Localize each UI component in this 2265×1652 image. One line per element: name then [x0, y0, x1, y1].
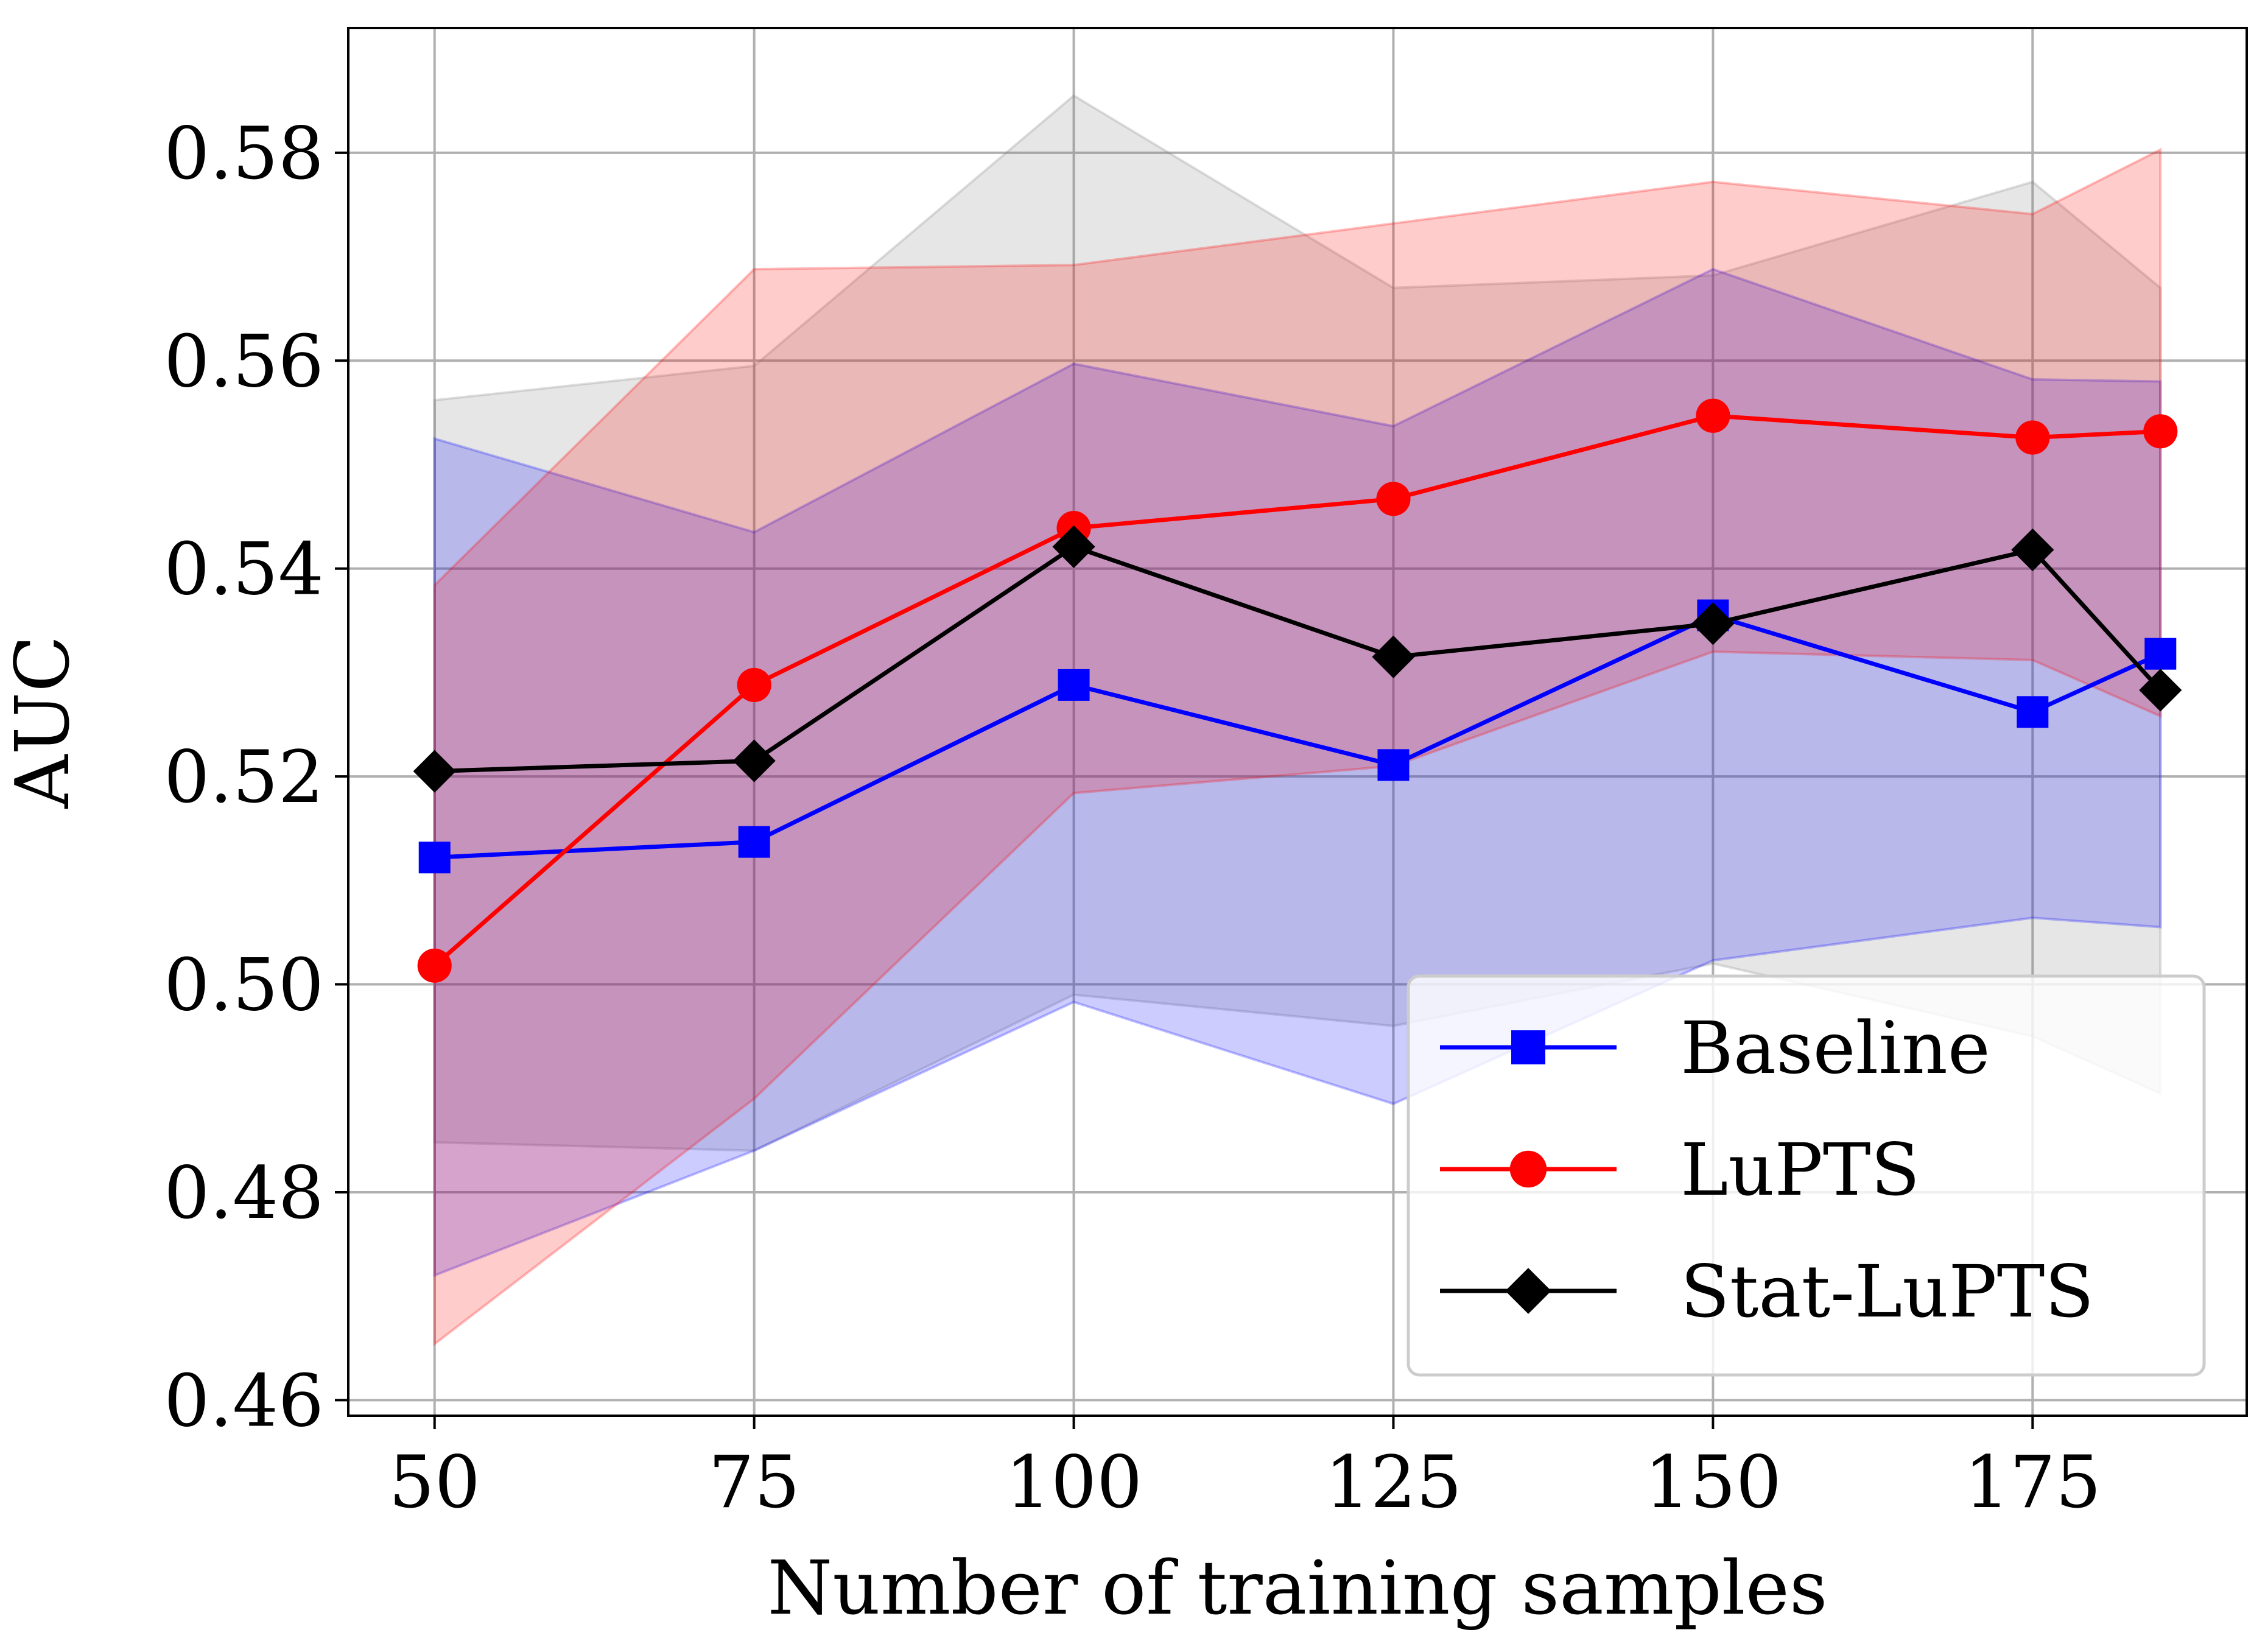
x-tick-label-3: 125: [1325, 1440, 1462, 1524]
legend-box: [1406, 974, 2206, 1377]
axis-ticks: 50 75 100 125 150 175 0.46 0.48 0.50 0.52 0.54 0.56…: [164, 111, 2101, 1524]
legend-label-lupts: LuPTS: [1680, 1128, 1920, 1212]
y-tick-label-4: 0.54: [164, 527, 324, 611]
y-tick-label-0: 0.46: [164, 1359, 324, 1443]
y-tick-label-2: 0.50: [164, 943, 324, 1027]
point-stat-lupts-50: [413, 750, 456, 793]
x-tick-label-0: 50: [389, 1440, 480, 1524]
point-baseline-125: [1377, 749, 1410, 781]
series-markers: [413, 398, 2182, 983]
legend-marker-lupts: [1509, 1150, 1547, 1188]
point-stat-lupts-75: [732, 739, 776, 782]
point-lupts-185: [2143, 414, 2178, 449]
point-baseline-175: [2017, 696, 2049, 728]
point-lupts-175: [2015, 420, 2050, 455]
x-tick-label-5: 175: [1964, 1440, 2101, 1524]
point-stat-lupts-175: [2011, 528, 2054, 572]
point-lupts-125: [1376, 482, 1411, 516]
point-stat-lupts-185: [2139, 669, 2182, 712]
legend-marker-stat-lupts: [1505, 1268, 1551, 1314]
y-tick-label-6: 0.58: [164, 111, 324, 195]
point-baseline-50: [418, 842, 451, 874]
point-stat-lupts-125: [1372, 635, 1415, 678]
point-lupts-50: [417, 948, 452, 983]
point-stat-lupts-100: [1052, 525, 1095, 568]
x-tick-label-4: 150: [1645, 1440, 1782, 1524]
point-lupts-75: [737, 667, 771, 702]
x-tick-label-1: 75: [709, 1440, 800, 1524]
y-axis-label: AUC: [0, 635, 86, 809]
point-stat-lupts-150: [1691, 602, 1735, 645]
legend: Baseline LuPTS Stat-LuPTS: [1406, 974, 2206, 1377]
y-tick-label-5: 0.56: [164, 319, 324, 403]
x-axis-label: Number of training samples: [768, 1545, 1828, 1631]
point-baseline-100: [1058, 669, 1090, 701]
point-lupts-150: [1696, 398, 1730, 433]
y-tick-label-3: 0.52: [164, 735, 324, 819]
point-baseline-75: [738, 826, 770, 858]
band-lupts: [433, 147, 2162, 1347]
band-baseline: [433, 267, 2162, 1278]
grid: [348, 28, 2247, 1416]
point-baseline-185: [2144, 638, 2177, 670]
x-tick-label-2: 100: [1005, 1440, 1142, 1524]
legend-label-baseline: Baseline: [1680, 1006, 1990, 1090]
legend-label-stat-lupts: Stat-LuPTS: [1680, 1250, 2094, 1334]
legend-marker-baseline: [1511, 1030, 1545, 1064]
plot-frame: [347, 27, 2248, 1417]
y-tick-label-1: 0.48: [164, 1151, 324, 1235]
